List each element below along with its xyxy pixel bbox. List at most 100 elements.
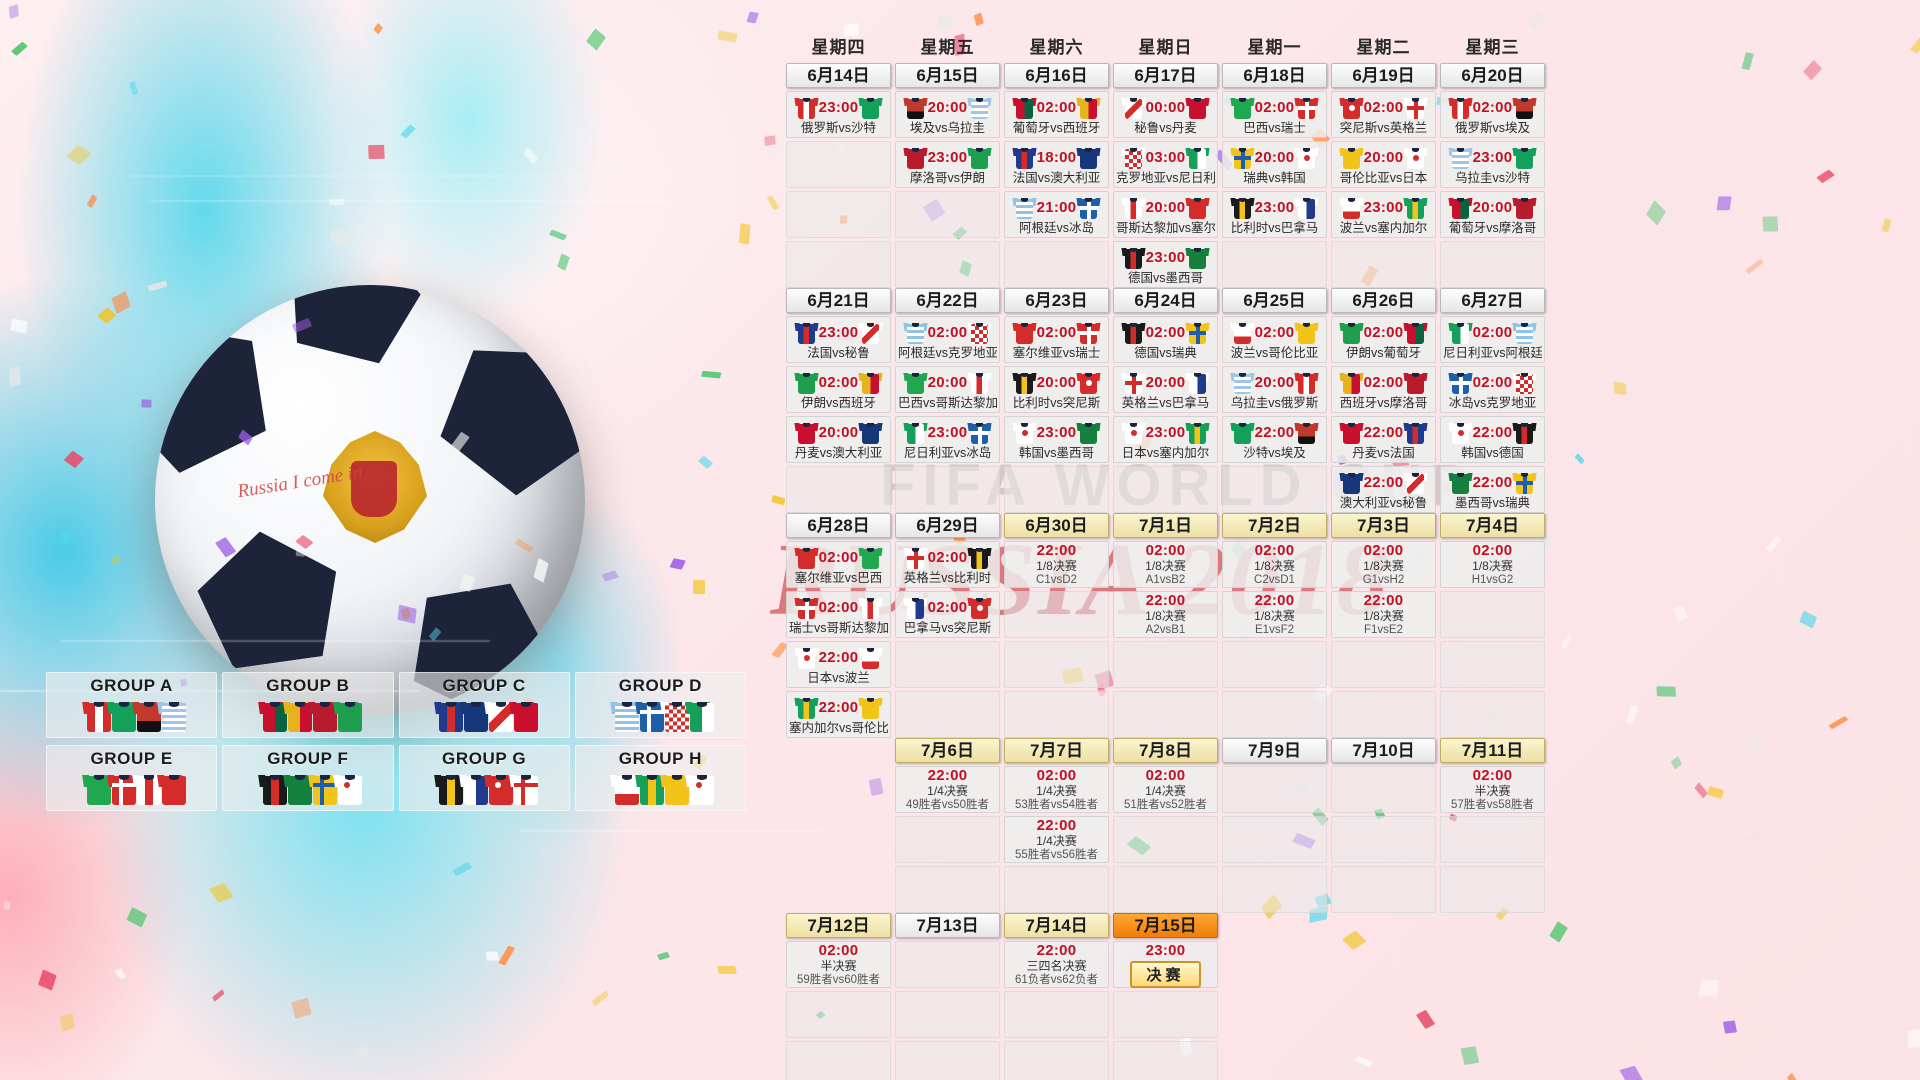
group-match-cell[interactable]: 02:00 波兰vs哥伦比亚 [1222,316,1327,363]
knockout-match-cell[interactable]: 22:00 1/4决赛 55胜者vs56胜者 [1004,816,1109,863]
group-match-cell[interactable]: 20:00 丹麦vs澳大利亚 [786,416,891,463]
date-header-6月21日[interactable]: 6月21日 [786,288,891,313]
date-header-7月10日[interactable]: 7月10日 [1331,738,1436,763]
date-header-7月9日[interactable]: 7月9日 [1222,738,1327,763]
knockout-match-cell[interactable]: 22:00 1/8决赛 C1vsD2 [1004,541,1109,588]
group-match-cell[interactable]: 20:00 巴西vs哥斯达黎加 [895,366,1000,413]
date-header-7月6日[interactable]: 7月6日 [895,738,1000,763]
group-box-group-h[interactable]: GROUP H [574,745,746,811]
group-match-cell[interactable]: 22:00 沙特vs埃及 [1222,416,1327,463]
group-match-cell[interactable]: 23:00 日本vs塞内加尔 [1113,416,1218,463]
date-header-7月11日[interactable]: 7月11日 [1440,738,1545,763]
date-header-7月2日[interactable]: 7月2日 [1222,513,1327,538]
knockout-match-cell[interactable]: 22:00 三四名决赛 61负者vs62负者 [1004,941,1109,988]
group-match-cell[interactable]: 20:00 英格兰vs巴拿马 [1113,366,1218,413]
group-match-cell[interactable]: 22:00 韩国vs德国 [1440,416,1545,463]
date-header-6月20日[interactable]: 6月20日 [1440,63,1545,88]
group-match-cell[interactable]: 02:00 伊朗vs西班牙 [786,366,891,413]
group-box-group-g[interactable]: GROUP G [398,745,570,811]
group-match-cell[interactable]: 22:00 日本vs波兰 [786,641,891,688]
knockout-match-cell[interactable]: 02:00 半决赛 57胜者vs58胜者 [1440,766,1545,813]
group-match-cell[interactable]: 02:00 塞尔维亚vs瑞士 [1004,316,1109,363]
date-header-6月19日[interactable]: 6月19日 [1331,63,1436,88]
date-header-6月26日[interactable]: 6月26日 [1331,288,1436,313]
date-header-6月27日[interactable]: 6月27日 [1440,288,1545,313]
knockout-match-cell[interactable]: 02:00 1/8决赛 G1vsH2 [1331,541,1436,588]
group-box-group-d[interactable]: GROUP D [574,672,746,738]
knockout-match-cell[interactable]: 02:00 1/4决赛 51胜者vs52胜者 [1113,766,1218,813]
knockout-match-cell[interactable]: 22:00 1/8决赛 A2vsB1 [1113,591,1218,638]
group-match-cell[interactable]: 21:00 阿根廷vs冰岛 [1004,191,1109,238]
group-match-cell[interactable]: 20:00 比利时vs突尼斯 [1004,366,1109,413]
group-match-cell[interactable]: 22:00 塞内加尔vs哥伦比亚 [786,691,891,738]
date-header-7月12日[interactable]: 7月12日 [786,913,891,938]
knockout-match-cell[interactable]: 02:00 1/4决赛 53胜者vs54胜者 [1004,766,1109,813]
group-match-cell[interactable]: 23:00 乌拉圭vs沙特 [1440,141,1545,188]
group-match-cell[interactable]: 02:00 英格兰vs比利时 [895,541,1000,588]
group-match-cell[interactable]: 02:00 西班牙vs摩洛哥 [1331,366,1436,413]
group-box-group-f[interactable]: GROUP F [222,745,394,811]
group-match-cell[interactable]: 23:00 韩国vs墨西哥 [1004,416,1109,463]
group-match-cell[interactable]: 03:00 克罗地亚vs尼日利亚 [1113,141,1218,188]
date-header-7月14日[interactable]: 7月14日 [1004,913,1109,938]
group-match-cell[interactable]: 20:00 埃及vs乌拉圭 [895,91,1000,138]
group-match-cell[interactable]: 02:00 俄罗斯vs埃及 [1440,91,1545,138]
group-match-cell[interactable]: 02:00 伊朗vs葡萄牙 [1331,316,1436,363]
group-match-cell[interactable]: 22:00 澳大利亚vs秘鲁 [1331,466,1436,513]
date-header-6月16日[interactable]: 6月16日 [1004,63,1109,88]
group-match-cell[interactable]: 22:00 墨西哥vs瑞典 [1440,466,1545,513]
group-match-cell[interactable]: 02:00 巴西vs瑞士 [1222,91,1327,138]
group-match-cell[interactable]: 02:00 突尼斯vs英格兰 [1331,91,1436,138]
date-header-6月30日[interactable]: 6月30日 [1004,513,1109,538]
group-match-cell[interactable]: 22:00 丹麦vs法国 [1331,416,1436,463]
group-match-cell[interactable]: 23:00 德国vs墨西哥 [1113,241,1218,288]
date-header-6月29日[interactable]: 6月29日 [895,513,1000,538]
knockout-match-cell[interactable]: 02:00 1/8决赛 A1vsB2 [1113,541,1218,588]
date-header-7月3日[interactable]: 7月3日 [1331,513,1436,538]
date-header-6月17日[interactable]: 6月17日 [1113,63,1218,88]
date-header-6月15日[interactable]: 6月15日 [895,63,1000,88]
group-match-cell[interactable]: 20:00 乌拉圭vs俄罗斯 [1222,366,1327,413]
final-match-cell[interactable]: 23:00 决赛 [1113,941,1218,988]
date-header-7月7日[interactable]: 7月7日 [1004,738,1109,763]
date-header-7月4日[interactable]: 7月4日 [1440,513,1545,538]
group-match-cell[interactable]: 23:00 摩洛哥vs伊朗 [895,141,1000,188]
date-header-6月25日[interactable]: 6月25日 [1222,288,1327,313]
group-match-cell[interactable]: 23:00 法国vs秘鲁 [786,316,891,363]
date-header-6月23日[interactable]: 6月23日 [1004,288,1109,313]
knockout-match-cell[interactable]: 22:00 1/8决赛 E1vsF2 [1222,591,1327,638]
group-match-cell[interactable]: 02:00 塞尔维亚vs巴西 [786,541,891,588]
group-match-cell[interactable]: 20:00 哥斯达黎加vs塞尔维亚 [1113,191,1218,238]
group-match-cell[interactable]: 20:00 哥伦比亚vs日本 [1331,141,1436,188]
knockout-match-cell[interactable]: 02:00 1/8决赛 C2vsD1 [1222,541,1327,588]
group-match-cell[interactable]: 02:00 瑞士vs哥斯达黎加 [786,591,891,638]
group-match-cell[interactable]: 23:00 波兰vs塞内加尔 [1331,191,1436,238]
group-match-cell[interactable]: 20:00 葡萄牙vs摩洛哥 [1440,191,1545,238]
date-header-6月28日[interactable]: 6月28日 [786,513,891,538]
date-header-7月15日[interactable]: 7月15日 [1113,913,1218,938]
group-box-group-b[interactable]: GROUP B [222,672,394,738]
group-match-cell[interactable]: 02:00 葡萄牙vs西班牙 [1004,91,1109,138]
date-header-6月22日[interactable]: 6月22日 [895,288,1000,313]
group-match-cell[interactable]: 23:00 俄罗斯vs沙特 [786,91,891,138]
group-match-cell[interactable]: 02:00 阿根廷vs克罗地亚 [895,316,1000,363]
date-header-6月18日[interactable]: 6月18日 [1222,63,1327,88]
group-box-group-a[interactable]: GROUP A [46,672,218,738]
date-header-7月13日[interactable]: 7月13日 [895,913,1000,938]
group-box-group-e[interactable]: GROUP E [46,745,218,811]
group-match-cell[interactable]: 02:00 德国vs瑞典 [1113,316,1218,363]
knockout-match-cell[interactable]: 02:00 1/8决赛 H1vsG2 [1440,541,1545,588]
knockout-match-cell[interactable]: 02:00 半决赛 59胜者vs60胜者 [786,941,891,988]
date-header-6月24日[interactable]: 6月24日 [1113,288,1218,313]
knockout-match-cell[interactable]: 22:00 1/4决赛 49胜者vs50胜者 [895,766,1000,813]
group-match-cell[interactable]: 00:00 秘鲁vs丹麦 [1113,91,1218,138]
group-match-cell[interactable]: 23:00 比利时vs巴拿马 [1222,191,1327,238]
group-match-cell[interactable]: 23:00 尼日利亚vs冰岛 [895,416,1000,463]
group-match-cell[interactable]: 18:00 法国vs澳大利亚 [1004,141,1109,188]
group-match-cell[interactable]: 02:00 巴拿马vs突尼斯 [895,591,1000,638]
group-match-cell[interactable]: 02:00 冰岛vs克罗地亚 [1440,366,1545,413]
group-box-group-c[interactable]: GROUP C [398,672,570,738]
date-header-6月14日[interactable]: 6月14日 [786,63,891,88]
date-header-7月8日[interactable]: 7月8日 [1113,738,1218,763]
group-match-cell[interactable]: 02:00 尼日利亚vs阿根廷 [1440,316,1545,363]
